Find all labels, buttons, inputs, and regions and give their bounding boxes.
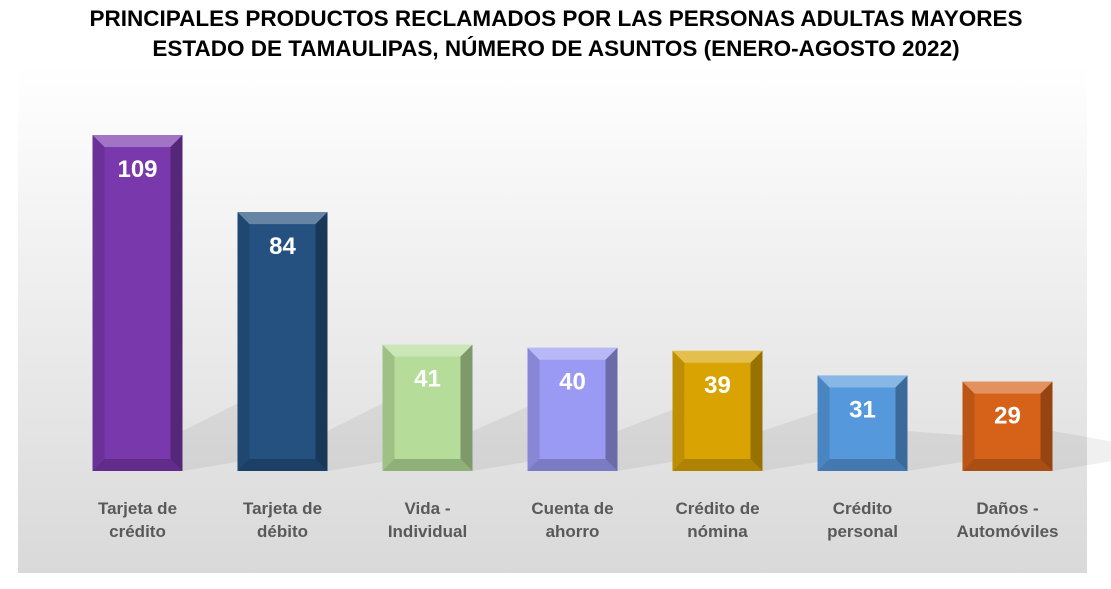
bar-bevel (237, 212, 250, 472)
bar-bevel (170, 135, 183, 471)
bar-shadow (907, 431, 968, 471)
bar-bevel (382, 344, 473, 357)
bar-bevel (92, 135, 105, 471)
chart-title: PRINCIPALES PRODUCTOS RECLAMADOS POR LAS… (89, 6, 1022, 31)
bar-bevel (605, 347, 618, 471)
x-tick-label: Daños - Automóviles (956, 499, 1059, 541)
bar (527, 347, 618, 471)
bar-bevel (962, 459, 1053, 471)
bar-shadow (472, 404, 533, 471)
bar-bevel (817, 459, 908, 471)
x-tick-label: Tarjeta de débito (242, 499, 323, 541)
bar-bevel (527, 347, 618, 360)
bar (962, 381, 1053, 471)
bar (672, 350, 763, 471)
bar-bevel (962, 381, 975, 471)
bar-bevel (895, 375, 908, 471)
bar-bevel (382, 344, 395, 471)
bar-shadow (617, 407, 678, 471)
bar-bevel (750, 350, 763, 471)
x-tick-label: Tarjeta de crédito (97, 499, 178, 541)
bar-bevel (817, 375, 830, 471)
x-tick-label: Crédito personal (827, 499, 898, 541)
bar (237, 212, 328, 472)
bar-shadow (762, 410, 823, 471)
bar-shadow (327, 401, 388, 471)
bar-shadow (182, 401, 243, 471)
bar-bevel (237, 212, 328, 225)
bar-bevel (92, 135, 183, 147)
bar-bevel (315, 212, 328, 472)
x-tick-label: Crédito de nómina (675, 499, 760, 541)
bar-bevel (527, 459, 618, 471)
bar-bevel (92, 459, 183, 471)
bar-bevel (237, 459, 328, 471)
bar-bevel (962, 381, 1053, 394)
plot-area (18, 65, 1087, 573)
bar-bevel (527, 347, 540, 471)
bar-bevel (817, 375, 908, 388)
bar (817, 375, 908, 471)
data-label: 84 (269, 233, 296, 260)
bar-bevel (672, 350, 685, 471)
bar-bevel (672, 459, 763, 471)
data-label: 31 (849, 396, 876, 423)
bar-bevel (1040, 381, 1053, 471)
bar-shadow (1052, 431, 1111, 471)
x-tick-label: Cuenta de ahorro (531, 499, 614, 541)
chart-subtitle: ESTADO DE TAMAULIPAS, NÚMERO DE ASUNTOS … (152, 36, 959, 61)
bar (382, 344, 473, 471)
bar-bevel (460, 344, 473, 471)
x-tick-label: Vida - Individual (387, 499, 468, 541)
bar-bevel (672, 350, 763, 363)
data-label: 109 (117, 156, 157, 183)
bar-bevel (382, 459, 473, 471)
data-label: 41 (414, 366, 441, 393)
bar (92, 135, 183, 471)
data-label: 40 (559, 369, 586, 396)
data-label: 29 (994, 403, 1021, 430)
data-label: 39 (704, 372, 731, 399)
